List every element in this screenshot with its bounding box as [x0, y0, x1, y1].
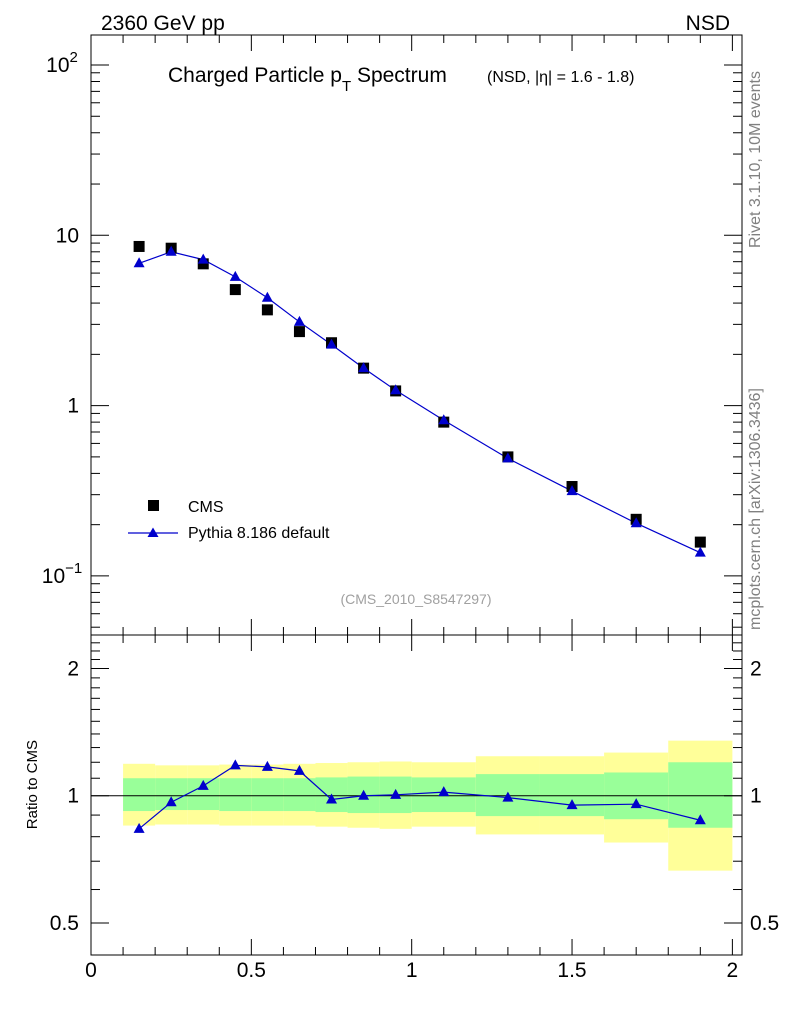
ratio-pythia-point: [694, 814, 706, 825]
pythia-point: [293, 315, 305, 326]
reference-label: (CMS_2010_S8547297): [341, 591, 492, 607]
x-tick-label: 0.5: [237, 959, 266, 982]
band-green: [219, 778, 252, 812]
ratio-pythia-line: [138, 764, 701, 830]
main-y-tick-label: 102: [46, 49, 78, 77]
mcplots-label: mcplots.cern.ch [arXiv:1306.3436]: [747, 388, 764, 630]
main-y-tick-labels: 102 10 1 10−1: [42, 49, 82, 588]
ratio-series-layer: [133, 759, 706, 833]
x-tick-label: 1.5: [557, 959, 586, 982]
main-frame: [90, 34, 743, 636]
legend-pythia-label: Pythia 8.186 default: [188, 525, 330, 542]
ratio-y-tick-label-right: 2: [750, 657, 762, 680]
ratio-y-tick-label-right: 1: [750, 785, 762, 808]
x-tick-label: 0: [85, 959, 97, 982]
main-y-tick-label: 1: [67, 395, 79, 418]
pythia-point: [566, 485, 578, 496]
pythia-point: [358, 362, 370, 373]
pythia-point: [630, 517, 642, 528]
main-title: Charged Particle pT Spectrum: [168, 64, 447, 95]
ratio-panel: 2 2 1 1 0.5 0.5 0 0.5 1 1.5 2 Ratio to CMS: [24, 634, 779, 982]
ratio-pythia-point: [502, 791, 514, 802]
ratio-y-tick-labels: 2 2 1 1 0.5 0.5: [50, 657, 779, 935]
ratio-pythia-point: [261, 760, 273, 771]
ratio-pythia-point: [229, 759, 241, 770]
pythia-point: [502, 452, 514, 463]
pythia-point: [261, 291, 273, 302]
ratio-y-axis-label: Ratio to CMS: [24, 740, 41, 829]
ratio-pythia-point: [438, 786, 450, 797]
header-left-label: 2360 GeV pp: [101, 12, 225, 35]
legend: CMS Pythia 8.186 default: [128, 499, 330, 542]
x-tick-label: 2: [727, 959, 739, 982]
band-green: [123, 778, 156, 812]
cms-point: [197, 258, 209, 270]
cms-point: [293, 326, 305, 338]
cms-point: [229, 284, 241, 296]
cms-point: [694, 536, 706, 548]
ratio-pythia-point: [390, 788, 402, 799]
pythia-point: [694, 546, 706, 557]
main-y-tick-label: 10: [56, 224, 79, 247]
pythia-point: [390, 384, 402, 395]
ratio-pythia-point: [293, 764, 305, 775]
ratio-pythia-point: [358, 789, 370, 800]
ratio-pythia-point: [133, 822, 145, 833]
x-tick-labels: 0 0.5 1 1.5 2: [85, 959, 738, 982]
main-y-tick-label: 10−1: [42, 560, 82, 588]
pythia-point: [165, 245, 177, 256]
cms-point: [261, 304, 273, 316]
band-green: [283, 778, 316, 812]
pythia-point: [229, 270, 241, 281]
x-tick-label: 1: [406, 959, 418, 982]
legend-cms-marker: [148, 500, 159, 511]
legend-pythia-marker: [147, 527, 159, 537]
band-green: [539, 774, 605, 817]
ratio-y-tick-label-left: 0.5: [50, 912, 79, 935]
ratio-y-tick-label-right: 0.5: [750, 912, 779, 935]
ratio-y-tick-label-left: 2: [67, 657, 79, 680]
ratio-pythia-point: [326, 793, 338, 804]
ratio-frame: [90, 634, 743, 956]
ratio-pythia-point: [566, 799, 578, 810]
main-title-note: (NSD, |η| = 1.6 - 1.8): [487, 69, 634, 86]
band-green: [251, 778, 284, 812]
main-axis-ticks: [90, 35, 742, 635]
ratio-uncertainty-bands: [123, 740, 733, 871]
pythia-point: [133, 257, 145, 268]
pythia-point: [197, 253, 209, 264]
ratio-pythia-point: [197, 779, 209, 790]
cms-point: [133, 240, 145, 252]
ratio-y-tick-label-left: 1: [67, 785, 79, 808]
legend-cms-label: CMS: [188, 499, 224, 516]
ratio-pythia-point: [630, 798, 642, 809]
main-series-layer: [133, 240, 706, 557]
header-right-label: NSD: [686, 12, 730, 35]
rivet-label: Rivet 3.1.10, 10M events: [747, 71, 764, 248]
pythia-point: [438, 414, 450, 425]
pythia-point: [326, 338, 338, 349]
ratio-pythia-point: [165, 796, 177, 807]
